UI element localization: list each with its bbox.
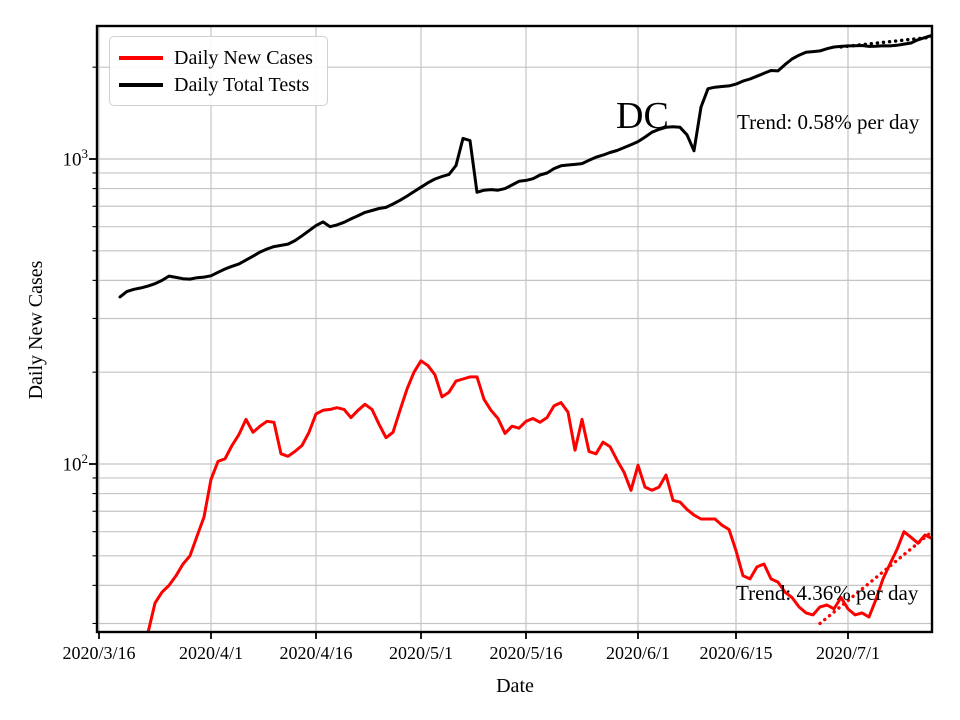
legend-entry-cases: Daily New Cases [119, 44, 327, 71]
y-tick-mantissa: 10 [62, 454, 82, 476]
y-tick-label-100: 102 [63, 452, 89, 474]
legend-label-tests: Daily Total Tests [174, 73, 310, 96]
x-tick-label: 2020/6/15 [699, 643, 773, 663]
y-tick-exponent: 3 [81, 146, 89, 161]
legend-entry-tests: Daily Total Tests [119, 71, 327, 98]
x-tick-label: 2020/4/1 [178, 643, 244, 663]
x-tick-label: 2020/5/1 [388, 643, 454, 663]
x-tick-label: 2020/6/1 [605, 643, 671, 663]
legend-line-red [119, 55, 163, 60]
x-tick-label: 2020/3/16 [62, 643, 136, 663]
y-axis-label: Daily New Cases [25, 260, 47, 400]
x-tick-label: 2020/5/16 [489, 643, 563, 663]
cases-trend-annotation: Trend: 4.36% per day [736, 581, 919, 605]
x-tick-label: 2020/7/1 [815, 643, 881, 663]
y-tick-exponent: 2 [81, 451, 89, 466]
x-tick-label: 2020/4/16 [279, 643, 353, 663]
legend-line-black [119, 82, 163, 87]
x-axis-label: Date [496, 675, 534, 697]
y-tick-mantissa: 10 [62, 149, 82, 171]
series-line-daily-new-cases [146, 359, 932, 632]
legend: Daily New Cases Daily Total Tests [109, 36, 328, 106]
series-line-daily-total-tests [118, 33, 932, 299]
legend-label-cases: Daily New Cases [174, 46, 313, 69]
cases-trend-dotted-line [818, 529, 932, 626]
tests-trend-annotation: Trend: 0.58% per day [737, 110, 920, 134]
region-annotation: DC [616, 95, 669, 137]
y-tick-label-1000: 103 [63, 147, 89, 169]
plot-frame [95, 24, 934, 634]
